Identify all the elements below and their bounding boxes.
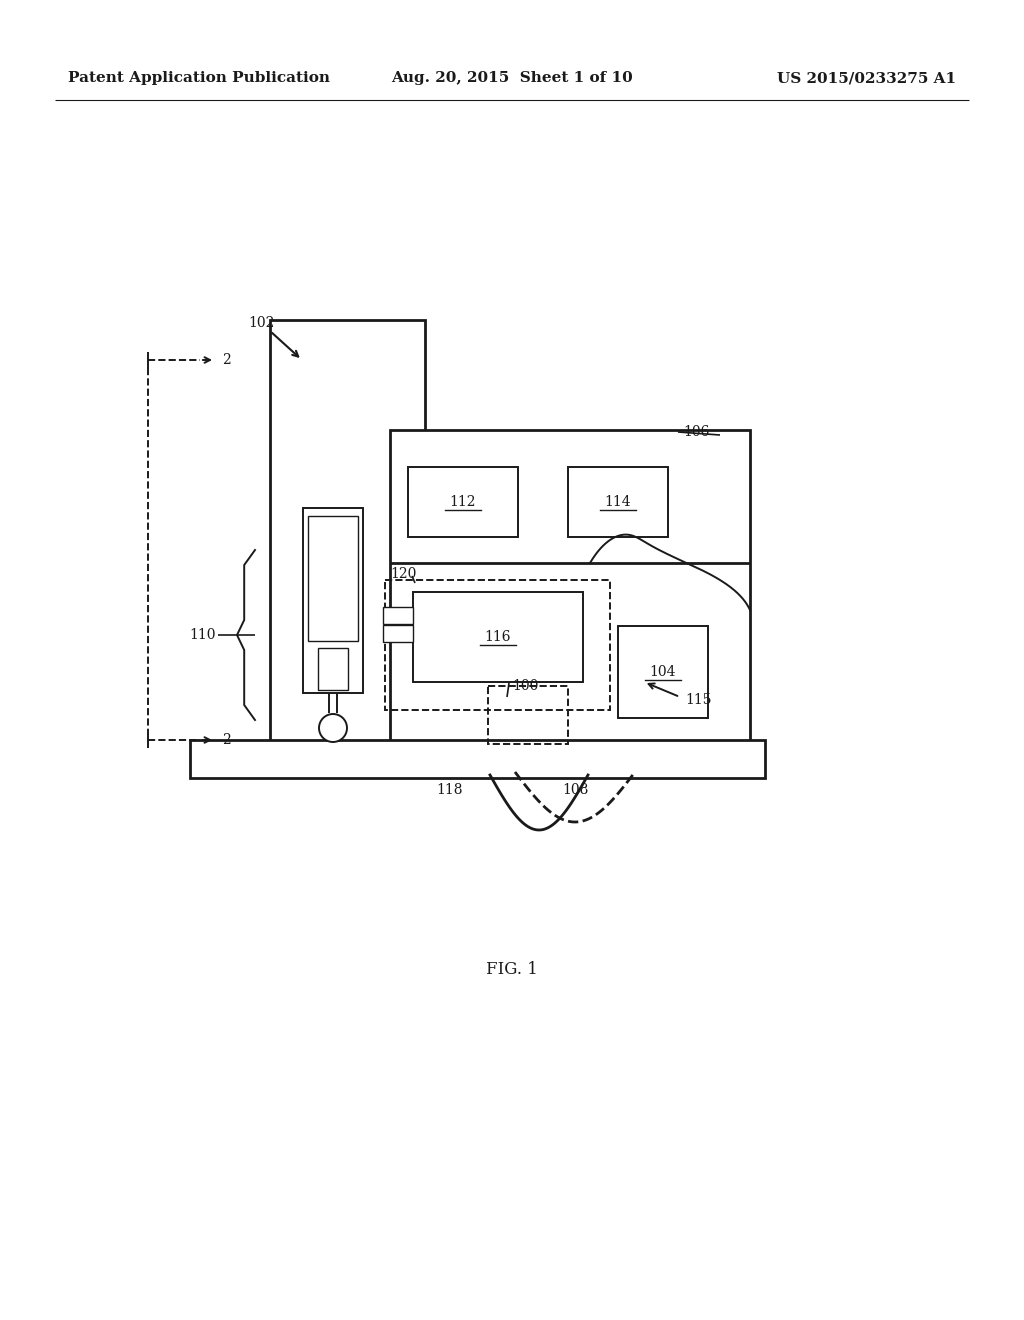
- Text: 118: 118: [437, 783, 463, 797]
- Bar: [308, 516, 358, 642]
- Text: US 2015/0233275 A1: US 2015/0233275 A1: [777, 71, 956, 84]
- Bar: [488, 686, 568, 744]
- Text: Aug. 20, 2015  Sheet 1 of 10: Aug. 20, 2015 Sheet 1 of 10: [391, 71, 633, 84]
- Bar: [270, 319, 425, 760]
- Bar: [383, 624, 413, 642]
- Text: 102: 102: [248, 315, 274, 330]
- Text: 115: 115: [685, 693, 712, 708]
- Text: 116: 116: [484, 630, 511, 644]
- Text: 100: 100: [512, 678, 539, 693]
- Text: FIG. 1: FIG. 1: [486, 961, 538, 978]
- Text: 2: 2: [222, 733, 230, 747]
- Circle shape: [319, 714, 347, 742]
- Bar: [413, 591, 583, 682]
- Text: 110: 110: [189, 628, 216, 642]
- Bar: [390, 430, 750, 770]
- Bar: [190, 741, 765, 777]
- Bar: [408, 467, 518, 537]
- Text: 120: 120: [390, 568, 417, 581]
- Bar: [318, 648, 348, 690]
- Text: 114: 114: [605, 495, 632, 510]
- Bar: [385, 579, 610, 710]
- Bar: [383, 607, 413, 624]
- Text: Patent Application Publication: Patent Application Publication: [68, 71, 330, 84]
- Text: 104: 104: [650, 665, 676, 678]
- Text: 112: 112: [450, 495, 476, 510]
- Text: 2: 2: [222, 352, 230, 367]
- Text: 106: 106: [683, 425, 710, 440]
- Text: 108: 108: [562, 783, 588, 797]
- Bar: [568, 467, 668, 537]
- Bar: [618, 626, 708, 718]
- Bar: [303, 508, 362, 693]
